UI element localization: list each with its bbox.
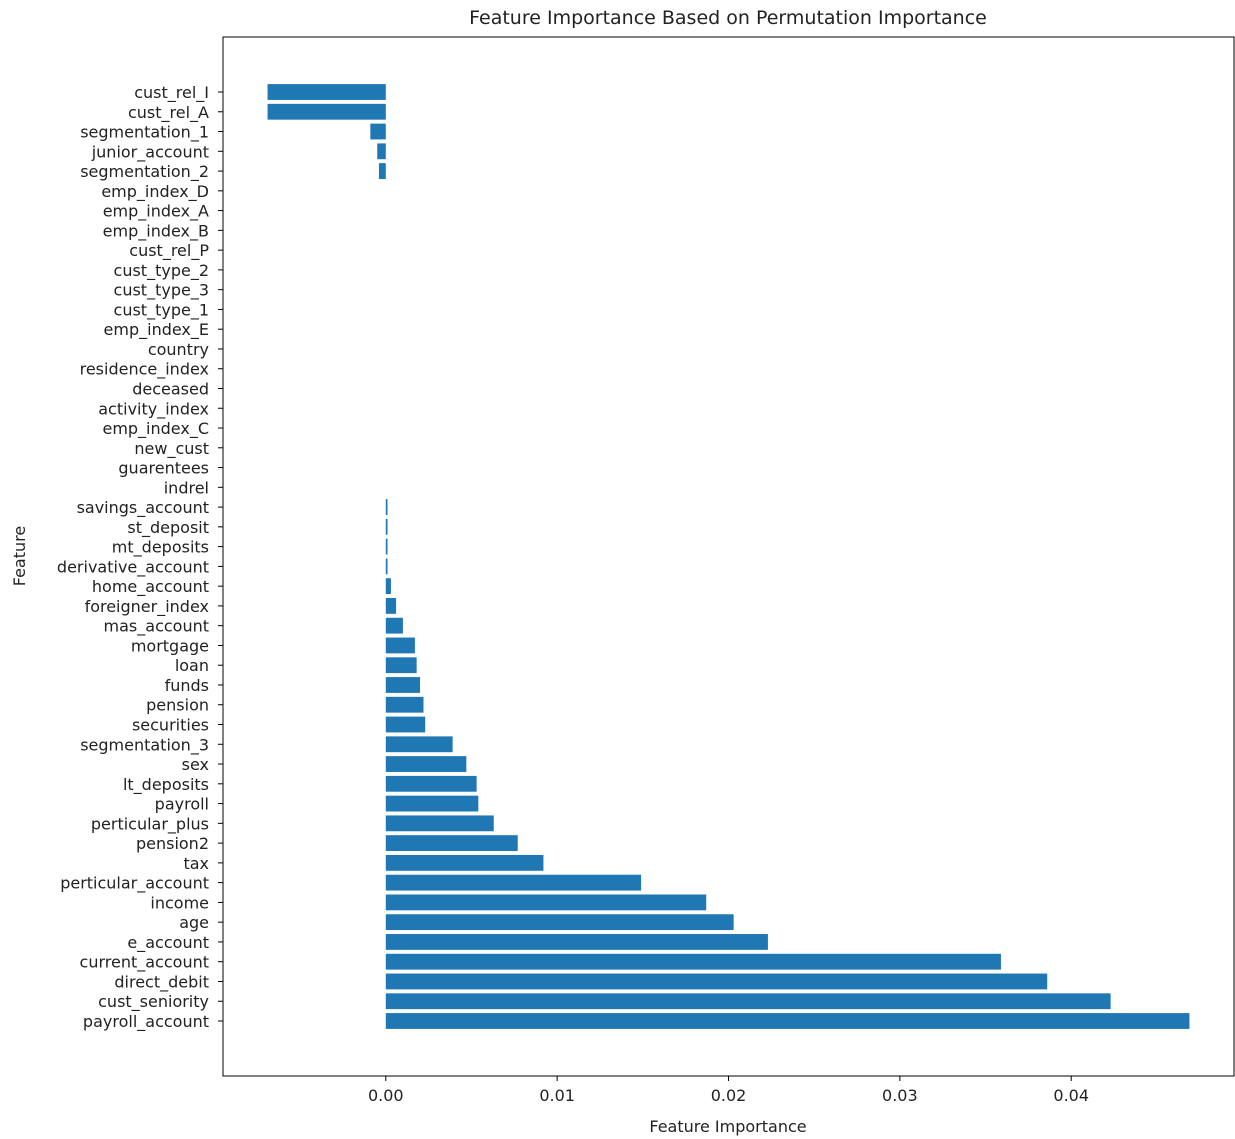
y-tick-label: indrel [164, 478, 209, 497]
bar-segmentation_2 [378, 163, 386, 179]
bar-segmentation_1 [370, 123, 386, 140]
y-axis-label: Feature [10, 526, 29, 586]
bar-current_account [385, 953, 1001, 970]
y-tick-label: pension2 [136, 834, 209, 853]
y-tick-label: foreigner_index [85, 597, 209, 617]
bar-mortgage [385, 637, 415, 654]
y-tick-label: cust_seniority [98, 992, 209, 1012]
y-tick-label: mt_deposits [112, 538, 209, 558]
y-tick-label: loan [175, 656, 209, 675]
bar-pension [385, 696, 424, 713]
y-tick-label: cust_type_1 [114, 300, 209, 320]
bar-tax [385, 854, 544, 871]
y-tick-label: st_deposit [127, 518, 209, 538]
y-tick-label: current_account [80, 953, 209, 973]
bar-cust_rel_I [267, 84, 386, 100]
y-tick-label: mortgage [131, 636, 209, 655]
y-tick-label: pension [146, 696, 209, 715]
bar-sex [385, 756, 467, 772]
chart-title: Feature Importance Based on Permutation … [469, 7, 987, 29]
y-tick-label: lt_deposits [123, 775, 209, 795]
y-tick-label: income [150, 893, 209, 912]
y-tick-label: securities [132, 716, 209, 735]
y-tick-label: junior_account [91, 142, 209, 162]
y-tick-label: cust_rel_A [128, 103, 209, 123]
bar-income [385, 894, 707, 911]
y-ticks-group: cust_rel_Icust_rel_Asegmentation_1junior… [57, 83, 223, 1032]
x-axis-label: Feature Importance [649, 1117, 806, 1136]
bar-foreigner_index [385, 598, 397, 614]
bar-lt_deposits [385, 775, 477, 792]
y-tick-label: residence_index [80, 360, 209, 380]
y-tick-label: perticular_plus [91, 814, 209, 834]
y-tick-label: emp_index_E [104, 320, 209, 340]
y-tick-label: payroll_account [83, 1012, 209, 1032]
y-tick-label: cust_rel_P [129, 241, 209, 261]
bar-st_deposit [385, 518, 388, 535]
y-tick-label: perticular_account [60, 874, 209, 894]
bar-payroll_account [385, 1013, 1190, 1029]
y-tick-label: emp_index_D [101, 182, 209, 202]
y-tick-label: cust_type_2 [114, 261, 209, 281]
bar-perticular_account [385, 874, 642, 891]
bar-loan [385, 657, 417, 674]
y-tick-label: home_account [92, 577, 209, 597]
y-tick-label: emp_index_A [103, 202, 209, 222]
y-tick-label: guarentees [118, 459, 209, 478]
y-tick-label: segmentation_1 [80, 123, 209, 143]
y-tick-label: funds [165, 676, 209, 695]
bar-derivative_account [385, 558, 388, 575]
y-tick-label: segmentation_3 [80, 735, 209, 755]
y-tick-label: segmentation_2 [80, 162, 209, 182]
y-tick-label: emp_index_C [102, 419, 209, 439]
bar-funds [385, 677, 421, 693]
x-tick-label: 0.04 [1053, 1086, 1089, 1105]
x-tick-label: 0.00 [368, 1086, 404, 1105]
bar-home_account [385, 578, 391, 595]
x-tick-label: 0.03 [882, 1086, 918, 1105]
y-tick-label: e_account [127, 933, 209, 953]
bar-age [385, 914, 734, 931]
y-tick-label: activity_index [98, 399, 209, 419]
y-tick-label: payroll [155, 795, 209, 814]
bar-cust_seniority [385, 993, 1111, 1010]
y-tick-label: deceased [132, 379, 209, 398]
bar-junior_account [377, 143, 386, 160]
bar-mt_deposits [385, 538, 388, 555]
bar-perticular_plus [385, 815, 494, 832]
x-tick-label: 0.02 [711, 1086, 747, 1105]
y-tick-label: cust_rel_I [134, 83, 209, 103]
bar-securities [385, 716, 426, 733]
y-tick-label: age [179, 913, 209, 932]
y-tick-label: sex [182, 755, 209, 774]
bar-savings_account [385, 499, 388, 515]
y-tick-label: mas_account [104, 617, 209, 637]
y-tick-label: country [148, 340, 209, 359]
y-tick-label: new_cust [134, 439, 209, 459]
x-ticks-group: 0.00 0.01 0.02 0.03 0.04 [368, 1076, 1089, 1105]
y-tick-label: cust_type_3 [114, 281, 209, 301]
y-tick-label: derivative_account [57, 557, 209, 577]
bar-payroll [385, 795, 479, 812]
bar-e_account [385, 934, 768, 950]
x-tick-label: 0.01 [539, 1086, 575, 1105]
y-tick-label: tax [183, 854, 209, 873]
bar-direct_debit [385, 973, 1048, 990]
bar-pension2 [385, 835, 518, 852]
y-tick-label: direct_debit [114, 972, 209, 992]
bar-cust_rel_A [267, 103, 386, 120]
bars-group [267, 84, 1190, 1029]
plot-frame [222, 36, 1235, 1077]
bar-mas_account [385, 617, 403, 634]
bar-segmentation_3 [385, 736, 453, 753]
y-tick-label: emp_index_B [103, 221, 209, 241]
y-tick-label: savings_account [77, 498, 209, 518]
